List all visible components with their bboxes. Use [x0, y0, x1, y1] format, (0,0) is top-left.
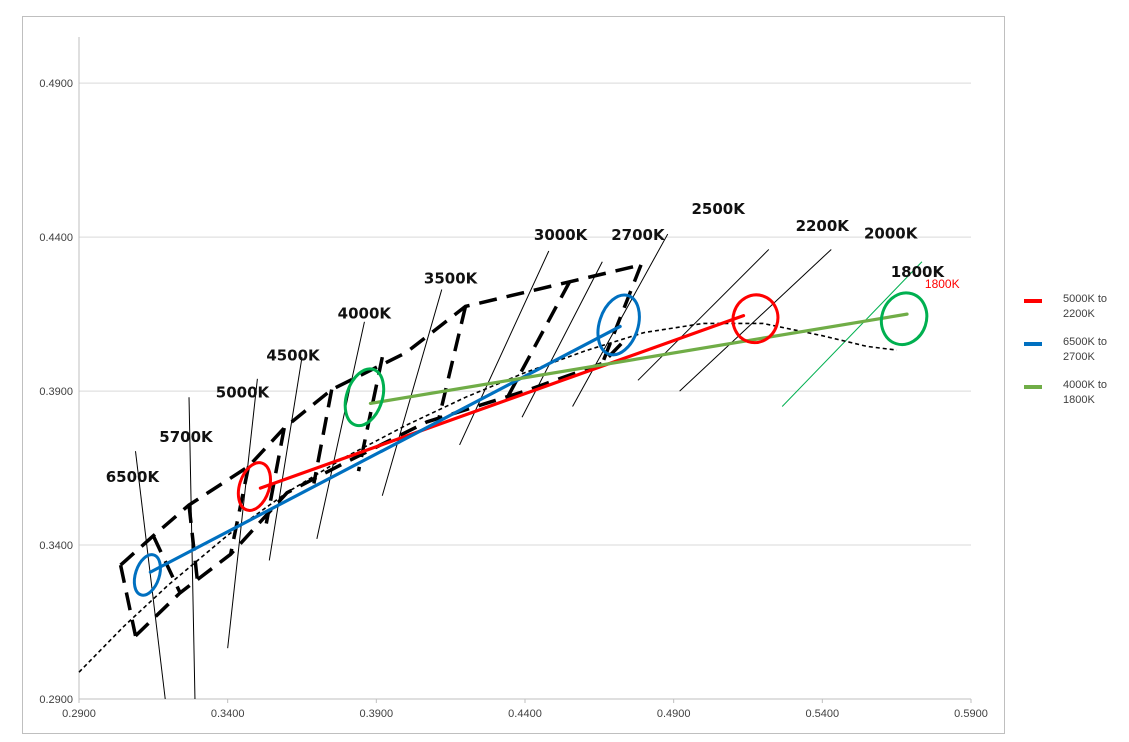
quadrangle-boundary-9 [437, 305, 468, 420]
legend-label-1: 6500K to 2700K [1063, 336, 1108, 363]
cct-label-3000K: 3000K [534, 226, 589, 244]
target-ellipse-2200K [731, 293, 780, 345]
x-tick-label-4: 0.4900 [657, 708, 691, 720]
legend-item-2: 4000K to 1800K [1024, 378, 1124, 408]
isotherm-line-2000K [679, 249, 832, 392]
y-tick-label-1: 0.3400 [39, 540, 73, 552]
quadrangle-boundary-6 [264, 427, 286, 524]
cct-label-4500K: 4500K [266, 346, 321, 364]
annotations: 1800K [925, 277, 960, 291]
annotation-0: 1800K [925, 277, 960, 291]
legend-swatch-0 [1024, 299, 1042, 303]
target-ellipses [132, 291, 929, 597]
x-tick-label-6: 0.5900 [954, 708, 988, 720]
isotherm-line-4500K [268, 357, 303, 561]
legend: 5000K to 2200K 6500K to 2700K 4000K to 1… [1024, 292, 1124, 421]
quadrangle-boundary-11 [600, 264, 643, 365]
series-lines [148, 312, 909, 574]
cct-label-4000K: 4000K [338, 305, 393, 323]
cct-label-5000K: 5000K [216, 383, 271, 401]
y-tick-label-4: 0.4900 [39, 78, 73, 90]
isotherm-line-3500K [381, 289, 443, 496]
legend-swatch-2 [1024, 385, 1042, 389]
legend-item-0: 5000K to 2200K [1024, 292, 1124, 322]
cct-label-2200K: 2200K [796, 217, 851, 235]
target-ellipse-1800K [879, 291, 929, 347]
cct-labels: 6500K 5700K 5000K 4500K 4000K 3500K 3000K 2700K… [106, 200, 946, 486]
quadrangle-boundary-4 [187, 504, 200, 586]
y-tick-label-3: 0.4400 [39, 232, 73, 244]
quadrangle-boundary-5 [228, 466, 251, 555]
isotherm-line-5700K [188, 397, 196, 700]
target-ellipse-2700K [596, 293, 641, 357]
target-ellipse-5000K [236, 461, 272, 512]
x-tick-label-0: 0.2900 [62, 708, 96, 720]
cct-label-2500K: 2500K [692, 200, 747, 218]
isotherm-lines [134, 233, 923, 700]
target-ellipse-4000K [343, 367, 386, 428]
isotherm-line-6500K [134, 451, 166, 700]
isotherm-line-5000K [227, 378, 258, 649]
x-tick-label-1: 0.3400 [211, 708, 245, 720]
chromaticity-chart: 0.2900 0.3400 0.3900 0.4400 0.4900 0.2900 0.34… [39, 37, 988, 720]
isotherm-line-2200K [637, 249, 770, 381]
legend-label-2: 4000K to 1800K [1063, 379, 1108, 406]
isotherm-line-4000K [316, 321, 365, 539]
x-tick-label-2: 0.3900 [360, 708, 394, 720]
series-line-0 [258, 314, 746, 490]
tick-labels: 0.2900 0.3400 0.3900 0.4400 0.4900 0.2900 0.34… [39, 78, 987, 720]
x-tick-label-3: 0.4400 [508, 708, 542, 720]
series-line-2 [368, 312, 909, 406]
isotherm-line-1800K [781, 261, 923, 407]
target-ellipse-6500K [132, 553, 162, 597]
cct-label-5700K: 5700K [159, 428, 214, 446]
x-tick-label-5: 0.5400 [806, 708, 840, 720]
series-line-1 [148, 324, 622, 574]
legend-swatch-1 [1024, 342, 1042, 346]
legend-label-0: 5000K to 2200K [1063, 293, 1108, 320]
legend-item-1: 6500K to 2700K [1024, 335, 1124, 365]
cct-label-2000K: 2000K [864, 225, 919, 243]
cct-label-6500K: 6500K [106, 468, 161, 486]
y-tick-label-2: 0.3900 [39, 386, 73, 398]
planckian-locus-curve [78, 322, 897, 673]
cct-label-2700K: 2700K [611, 226, 666, 244]
quadrangle-boundary-2 [118, 564, 138, 637]
quadrangle-boundary-0 [119, 263, 642, 567]
quadrangle-boundary-7 [312, 389, 334, 484]
planckian-locus [78, 322, 897, 673]
gridlines [79, 82, 971, 546]
chart-area: 0.2900 0.3400 0.3900 0.4400 0.4900 0.2900 0.34… [22, 16, 1005, 734]
cct-label-3500K: 3500K [424, 269, 479, 287]
axes [78, 37, 972, 703]
y-tick-label-0: 0.2900 [39, 694, 73, 706]
cct-label-1800K: 1800K [891, 263, 946, 281]
